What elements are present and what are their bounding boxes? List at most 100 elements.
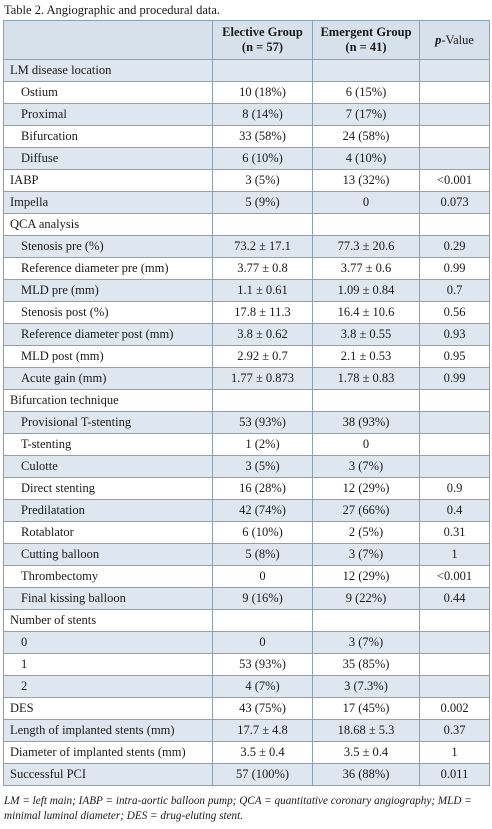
emergent-value: 3 (7%) [312, 631, 420, 654]
row-label: Predilatation [3, 499, 213, 522]
p-value [419, 389, 490, 412]
elective-value [212, 609, 313, 632]
p-value: <0.001 [419, 565, 490, 588]
emergent-value: 27 (66%) [312, 499, 420, 522]
row-label: Culotte [3, 455, 213, 478]
p-value [419, 147, 490, 170]
row-label: Bifurcation [3, 125, 213, 148]
header-emergent-title: Emergent Group [320, 25, 412, 39]
p-value: 0.073 [419, 191, 490, 214]
emergent-value: 3.8 ± 0.55 [312, 323, 420, 346]
emergent-value: 3.5 ± 0.4 [312, 741, 420, 764]
row-label: Reference diameter post (mm) [3, 323, 213, 346]
table-header-row: Elective Group (n = 57) Emergent Group (… [3, 20, 490, 60]
elective-value: 6 (10%) [212, 147, 313, 170]
header-pvalue-p: p [435, 32, 442, 47]
table-row: Thrombectomy 0 12 (29%) <0.001 [3, 565, 490, 588]
emergent-value: 0 [312, 191, 420, 214]
elective-value [212, 389, 313, 412]
p-value: 1 [419, 741, 490, 764]
emergent-value: 9 (22%) [312, 587, 420, 610]
row-label: MLD post (mm) [3, 345, 213, 368]
p-value [419, 125, 490, 148]
table-caption: Table 2. Angiographic and procedural dat… [4, 3, 221, 17]
p-value: 0.31 [419, 521, 490, 544]
p-value: 0.93 [419, 323, 490, 346]
emergent-value: 3 (7.3%) [312, 675, 420, 698]
table-row: Length of implanted stents (mm) 17.7 ± 4.… [3, 719, 490, 742]
elective-value: 9 (16%) [212, 587, 313, 610]
row-label: Provisional T-stenting [3, 411, 213, 434]
emergent-value: 35 (85%) [312, 653, 420, 676]
elective-value: 57 (100%) [212, 763, 313, 786]
table-row: Rotablator 6 (10%) 2 (5%) 0.31 [3, 521, 490, 544]
elective-value: 42 (74%) [212, 499, 313, 522]
header-emergent: Emergent Group (n = 41) [312, 20, 420, 60]
elective-value: 17.8 ± 11.3 [212, 301, 313, 324]
angiographic-data-table: Elective Group (n = 57) Emergent Group (… [3, 20, 490, 786]
header-label-cell [3, 20, 213, 60]
emergent-value: 1.09 ± 0.84 [312, 279, 420, 302]
elective-value: 0 [212, 631, 313, 654]
elective-value: 10 (18%) [212, 81, 313, 104]
table-row: LM disease location [3, 59, 490, 82]
row-label: Diffuse [3, 147, 213, 170]
emergent-value: 13 (32%) [312, 169, 420, 192]
p-value [419, 59, 490, 82]
table-row: QCA analysis [3, 213, 490, 236]
table-row: Impella 5 (9%) 0 0.073 [3, 191, 490, 214]
table-row: Cutting balloon 5 (8%) 3 (7%) 1 [3, 543, 490, 566]
p-value: 0.011 [419, 763, 490, 786]
table-row: IABP 3 (5%) 13 (32%) <0.001 [3, 169, 490, 192]
header-pvalue: p-Value [419, 20, 490, 60]
emergent-value: 12 (29%) [312, 565, 420, 588]
p-value: 0.56 [419, 301, 490, 324]
p-value: 0.37 [419, 719, 490, 742]
elective-value: 4 (7%) [212, 675, 313, 698]
emergent-value: 36 (88%) [312, 763, 420, 786]
row-label: Length of implanted stents (mm) [3, 719, 213, 742]
p-value [419, 455, 490, 478]
elective-value: 1 (2%) [212, 433, 313, 456]
elective-value: 2.92 ± 0.7 [212, 345, 313, 368]
row-label: Acute gain (mm) [3, 367, 213, 390]
header-emergent-n: (n = 41) [345, 40, 387, 54]
p-value: 0.95 [419, 345, 490, 368]
table-row: Reference diameter post (mm) 3.8 ± 0.62 3.… [3, 323, 490, 346]
p-value [419, 631, 490, 654]
p-value [419, 433, 490, 456]
elective-value: 1.1 ± 0.61 [212, 279, 313, 302]
row-label: Cutting balloon [3, 543, 213, 566]
emergent-value [312, 213, 420, 236]
row-label: Diameter of implanted stents (mm) [3, 741, 213, 764]
p-value [419, 103, 490, 126]
table-row: 1 53 (93%) 35 (85%) [3, 653, 490, 676]
row-label: Stenosis post (%) [3, 301, 213, 324]
table-row: Stenosis pre (%) 73.2 ± 17.1 77.3 ± 20.6 0.… [3, 235, 490, 258]
emergent-value: 17 (45%) [312, 697, 420, 720]
row-label: 0 [3, 631, 213, 654]
table-row: Culotte 3 (5%) 3 (7%) [3, 455, 490, 478]
table-body: LM disease location Ostium 10 (18%) 6 (15%)… [3, 59, 490, 786]
elective-value: 73.2 ± 17.1 [212, 235, 313, 258]
emergent-value [312, 609, 420, 632]
row-label: 2 [3, 675, 213, 698]
row-label: QCA analysis [3, 213, 213, 236]
elective-value: 43 (75%) [212, 697, 313, 720]
header-elective: Elective Group (n = 57) [212, 20, 313, 60]
elective-value [212, 213, 313, 236]
elective-value: 6 (10%) [212, 521, 313, 544]
row-label: Bifurcation technique [3, 389, 213, 412]
table-row: Proximal 8 (14%) 7 (17%) [3, 103, 490, 126]
elective-value: 53 (93%) [212, 411, 313, 434]
row-label: Rotablator [3, 521, 213, 544]
emergent-value: 1.78 ± 0.83 [312, 367, 420, 390]
elective-value: 0 [212, 565, 313, 588]
header-elective-title: Elective Group [222, 25, 303, 39]
table-row: Bifurcation 33 (58%) 24 (58%) [3, 125, 490, 148]
row-label: IABP [3, 169, 213, 192]
emergent-value: 2.1 ± 0.53 [312, 345, 420, 368]
row-label: LM disease location [3, 59, 213, 82]
elective-value: 1.77 ± 0.873 [212, 367, 313, 390]
